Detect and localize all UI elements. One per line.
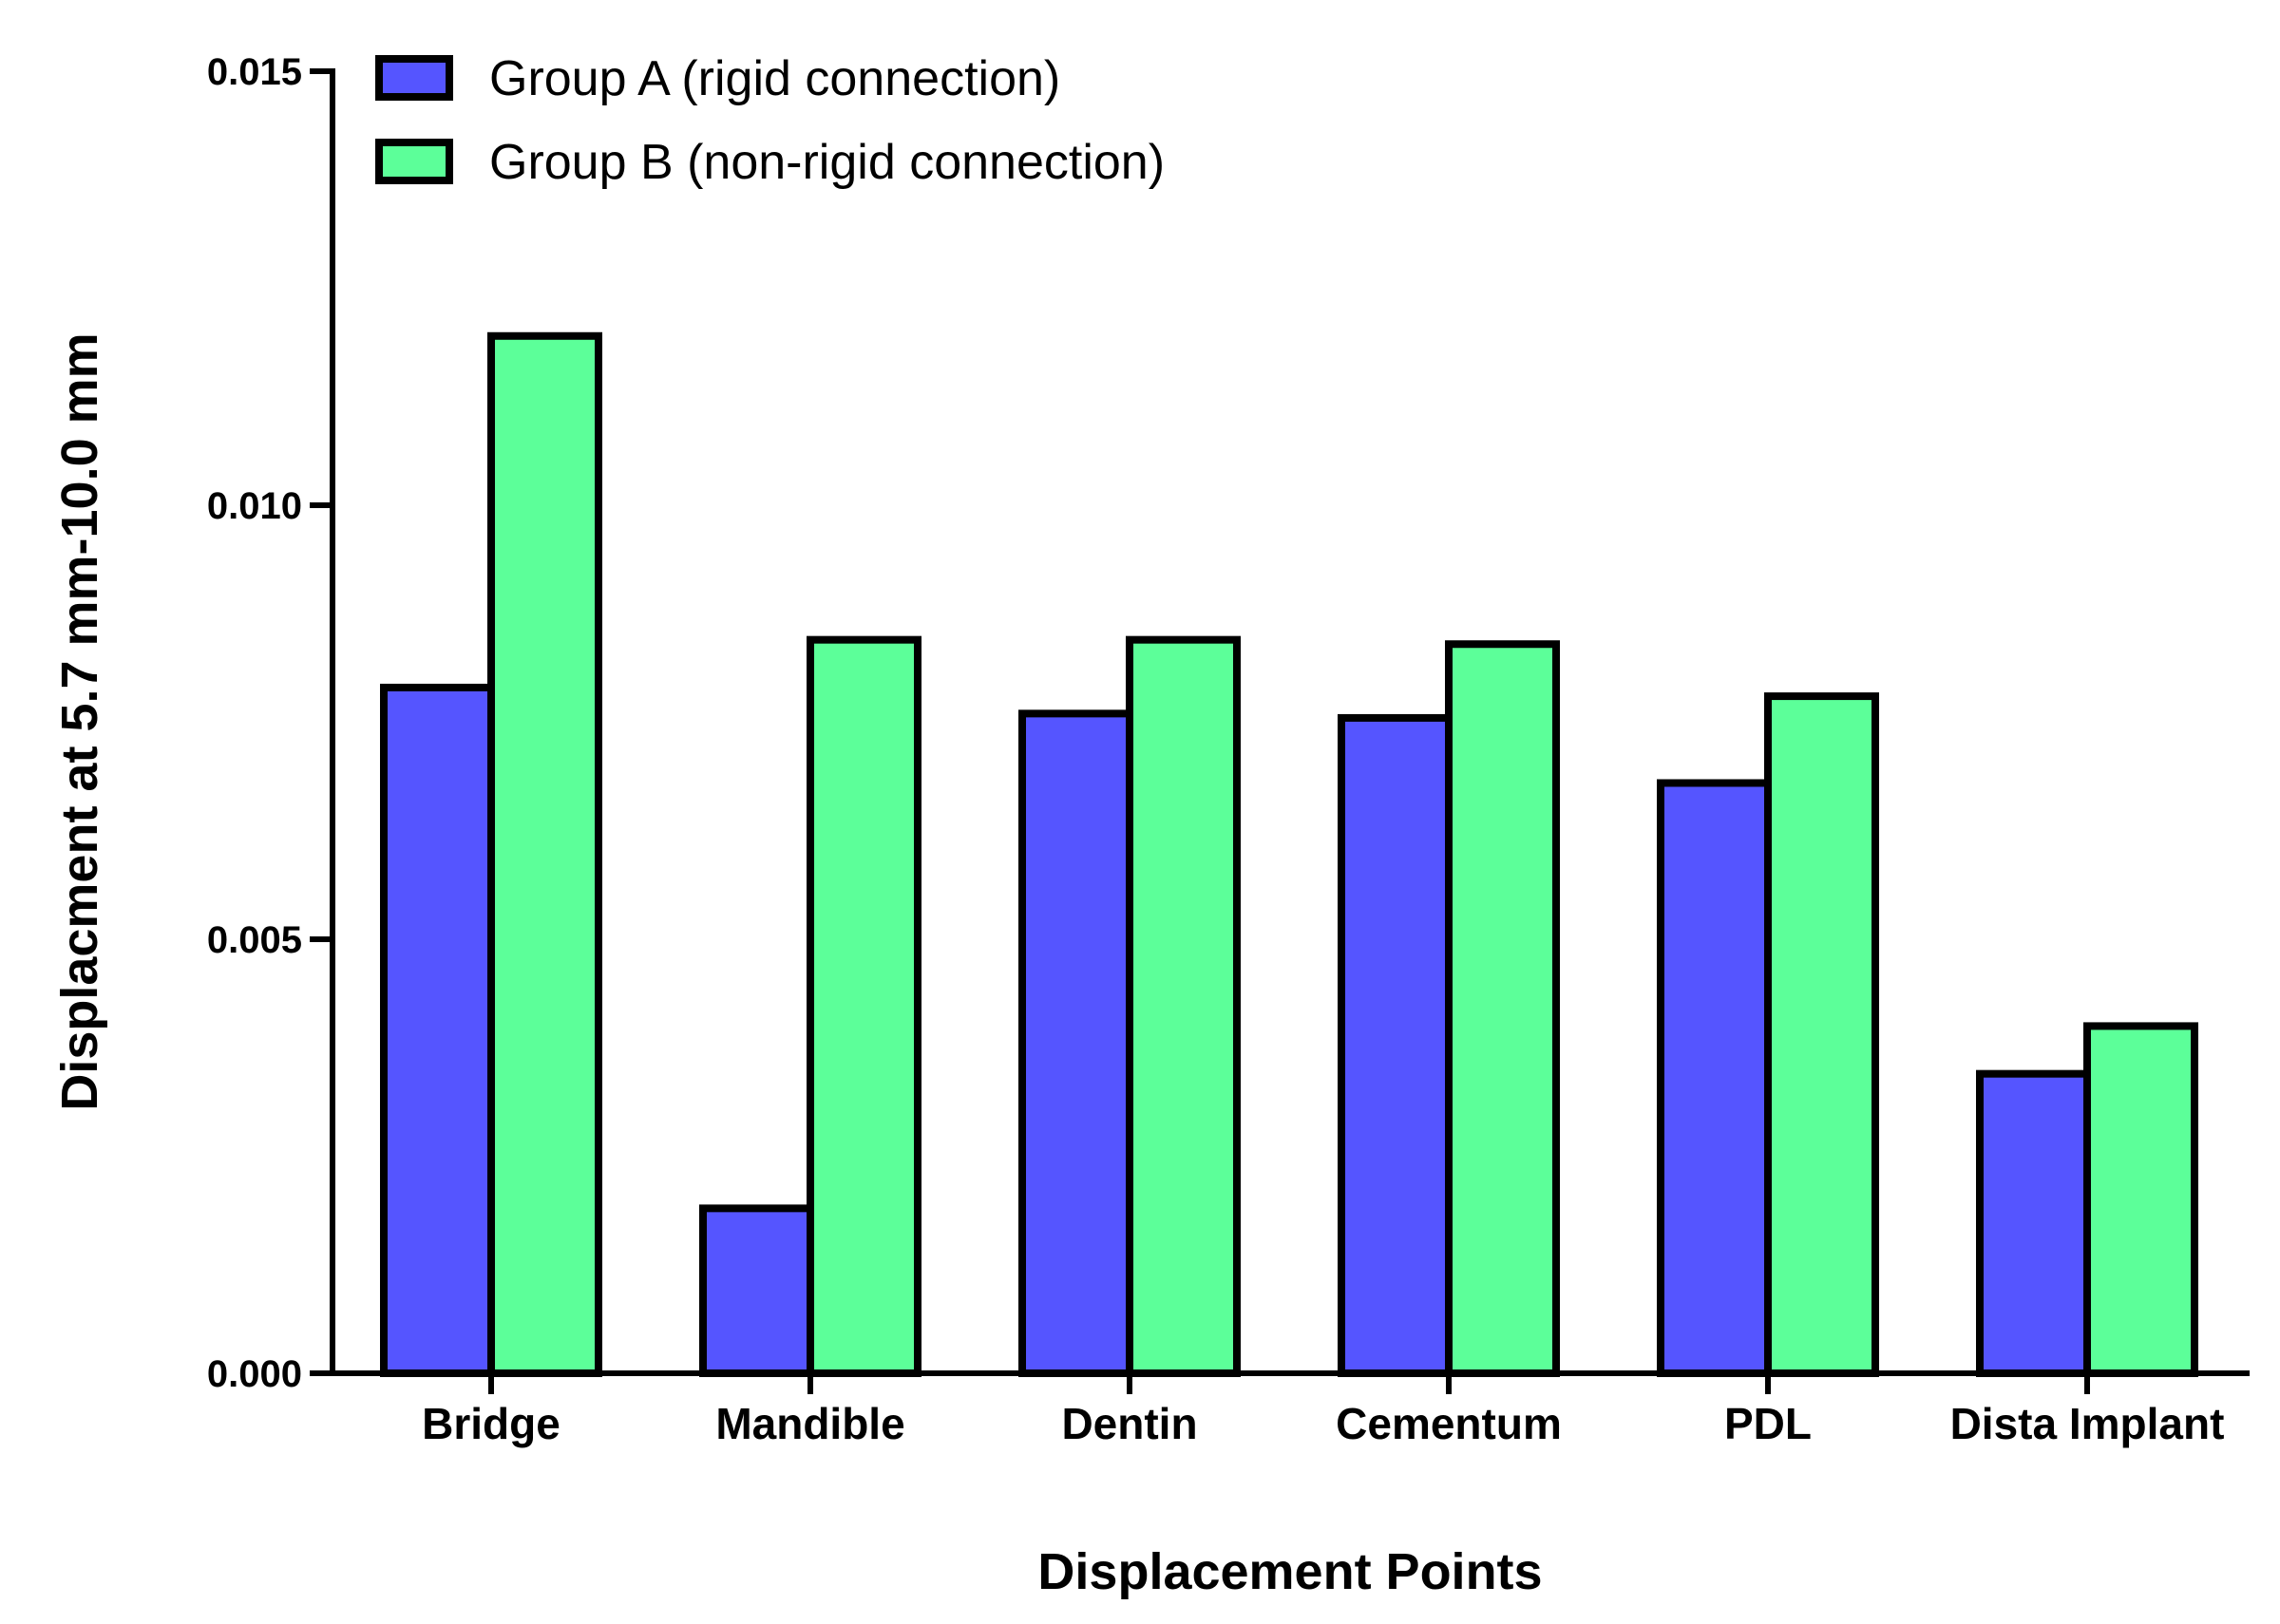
axes-layer [330,68,2250,1376]
x-axis-title: Displacement Points [1037,1543,1542,1600]
y-tick-label: 0.000 [207,1353,302,1395]
x-tick-label: Bridge [422,1399,560,1448]
y-axis-title: Displacment at 5.7 mm-10.0 mm [51,332,108,1110]
y-tick-label: 0.005 [207,919,302,961]
x-ticks: Bridge Mandible Dentin Cementum PDL Dista Imp… [422,1373,2224,1448]
x-tick-label: Dista Implant [1950,1399,2225,1448]
y-ticks: 0.000 0.005 0.010 0.015 [207,51,332,1395]
bars-layer [380,331,2198,1378]
bar-group-a-dista-implant [1976,1069,2091,1378]
bar-group-b-mandible [807,635,922,1377]
bar-group-b-bridge [487,331,602,1377]
bar-group-b-cementum [1445,640,1560,1377]
x-tick-label: Mandible [715,1399,904,1448]
bar-group-b-dentin [1126,635,1241,1377]
y-tick-label: 0.015 [207,51,302,93]
bar-group-a-dentin [1018,709,1133,1377]
legend-label-group-a: Group A (rigid connection) [489,51,1060,106]
legend-swatch-group-b [375,139,453,184]
bar-group-a-bridge [380,683,495,1377]
bar-group-b-pdl [1764,692,1879,1377]
bar-group-b-dista-implant [2083,1022,2198,1378]
bar-group-a-pdl [1657,779,1772,1377]
x-tick-label: Cementum [1336,1399,1562,1448]
x-tick-label: PDL [1724,1399,1812,1448]
x-tick-label: Dentin [1061,1399,1197,1448]
bar-group-a-cementum [1338,713,1453,1377]
y-tick-label: 0.010 [207,485,302,527]
legend: Group A (rigid connection) Group B (non-… [375,51,1165,190]
legend-label-group-b: Group B (non-rigid connection) [489,135,1165,190]
legend-swatch-group-a [375,55,453,101]
bar-group-a-mandible [699,1204,814,1377]
